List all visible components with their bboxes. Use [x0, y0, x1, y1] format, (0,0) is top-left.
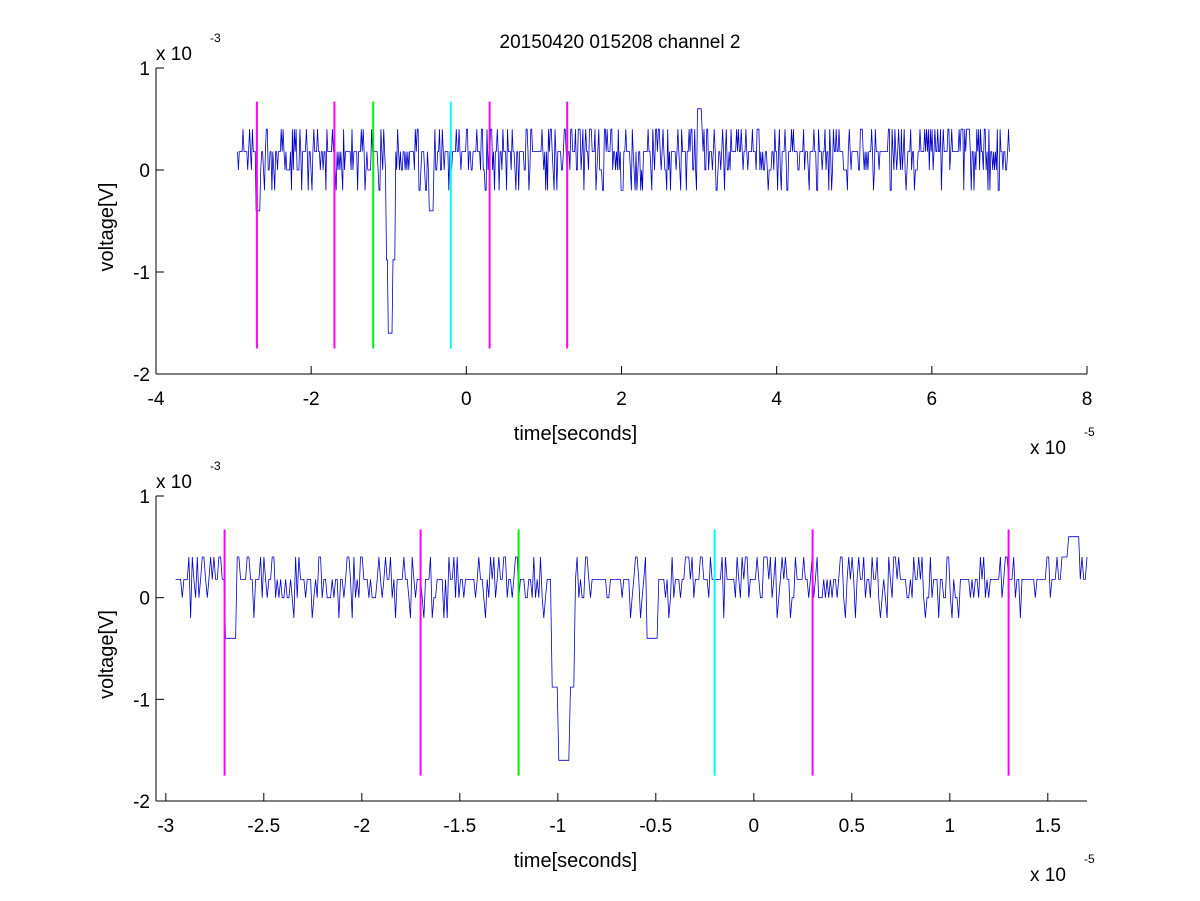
y-axis-label: voltage[V] — [96, 183, 118, 272]
y-tick-label: 1 — [139, 487, 150, 508]
y-tick-label: -1 — [133, 263, 150, 284]
x-tick-label: 0 — [461, 389, 472, 410]
x-tick-label: -2.5 — [247, 816, 280, 837]
signal-trace — [175, 536, 1088, 761]
plot-top: -4 -2 0 2 4 6 8 -2 -1 0 1 time[seconds] voltage[V] x … — [96, 31, 1095, 459]
x-exponent-superscript: -5 — [1084, 852, 1095, 866]
x-tick-label: -1 — [549, 816, 566, 837]
y-exponent-label: x 10 — [156, 472, 192, 493]
y-exponent-superscript: -3 — [210, 459, 221, 473]
figure-title: 20150420 015208 channel 2 — [500, 32, 741, 53]
x-tick-label: 0 — [749, 816, 760, 837]
x-tick-label: -1.5 — [443, 816, 476, 837]
x-exponent-label: x 10 — [1030, 438, 1066, 459]
plot-bottom: -3 -2.5 -2 -1.5 -1 -0.5 0 0.5 1 1.5 -2 -1 0 1 time[sec… — [96, 459, 1095, 886]
y-tick-label: 0 — [139, 589, 150, 610]
x-tick-label: 1 — [945, 816, 956, 837]
x-exponent-label: x 10 — [1030, 865, 1066, 886]
x-tick-label: -2 — [353, 816, 370, 837]
y-axis-label: voltage[V] — [96, 610, 118, 699]
signal-trace — [237, 108, 1010, 334]
x-tick-label: -3 — [157, 816, 174, 837]
x-exponent-superscript: -5 — [1084, 425, 1095, 439]
x-tick-label: 1.5 — [1035, 816, 1061, 837]
x-tick-label: 4 — [771, 389, 782, 410]
y-tick-label: 1 — [139, 59, 150, 80]
y-tick-label: -2 — [133, 365, 150, 386]
y-tick-label: -2 — [133, 792, 150, 813]
x-tick-label: -0.5 — [639, 816, 672, 837]
y-tick-label: -1 — [133, 690, 150, 711]
x-tick-label: -4 — [148, 389, 165, 410]
y-exponent-superscript: -3 — [210, 31, 221, 45]
y-tick-label: 0 — [139, 161, 150, 182]
x-tick-label: 8 — [1082, 389, 1093, 410]
x-axis-label: time[seconds] — [514, 423, 637, 445]
y-exponent-label: x 10 — [156, 44, 192, 65]
x-tick-label: -2 — [303, 389, 320, 410]
x-tick-label: 0.5 — [839, 816, 865, 837]
x-tick-label: 2 — [616, 389, 627, 410]
x-axis-label: time[seconds] — [514, 850, 637, 872]
x-tick-label: 6 — [927, 389, 938, 410]
